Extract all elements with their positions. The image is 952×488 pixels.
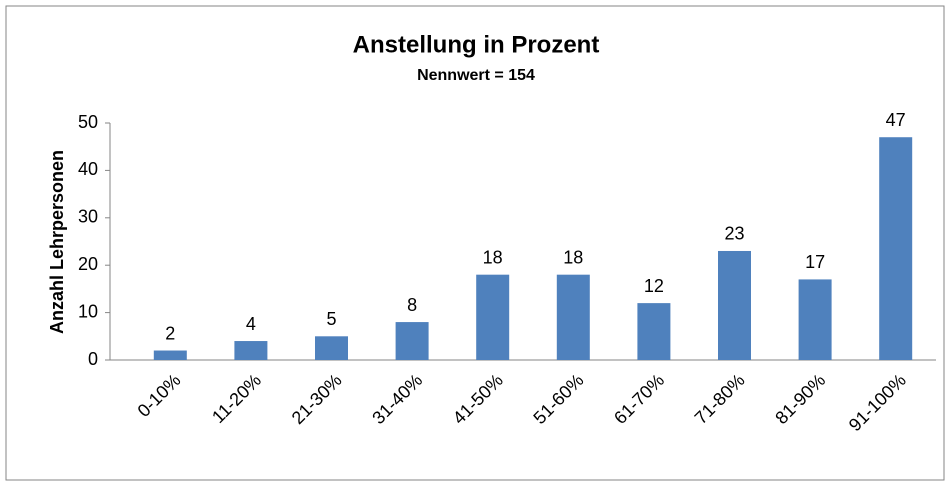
data-label: 8 xyxy=(407,295,417,315)
y-tick-label: 40 xyxy=(78,159,98,179)
y-tick-label: 0 xyxy=(88,349,98,369)
y-tick-label: 50 xyxy=(78,112,98,132)
bar xyxy=(395,322,429,360)
data-label: 23 xyxy=(724,224,744,244)
chart-title: Anstellung in Prozent xyxy=(353,31,600,58)
bar xyxy=(234,341,268,360)
bar xyxy=(153,350,187,360)
data-label: 18 xyxy=(483,247,503,267)
y-tick-label: 10 xyxy=(78,301,98,321)
y-axis-label: Anzahl Lehrpersonen xyxy=(47,150,67,334)
bar xyxy=(879,137,913,360)
y-tick-label: 30 xyxy=(78,207,98,227)
bar xyxy=(798,279,832,360)
bar xyxy=(315,336,348,360)
bar xyxy=(718,250,751,360)
data-label: 2 xyxy=(165,323,175,343)
chart-frame xyxy=(5,5,945,481)
chart-subtitle: Nennwert = 154 xyxy=(417,67,535,84)
bar xyxy=(637,303,671,360)
data-label: 47 xyxy=(886,110,906,130)
data-label: 17 xyxy=(805,252,825,272)
data-label: 18 xyxy=(563,247,583,267)
bar xyxy=(476,274,510,360)
data-label: 5 xyxy=(326,309,336,329)
bar xyxy=(556,274,590,360)
data-label: 12 xyxy=(644,276,664,296)
y-tick-label: 20 xyxy=(78,254,98,274)
data-label: 4 xyxy=(246,314,256,334)
